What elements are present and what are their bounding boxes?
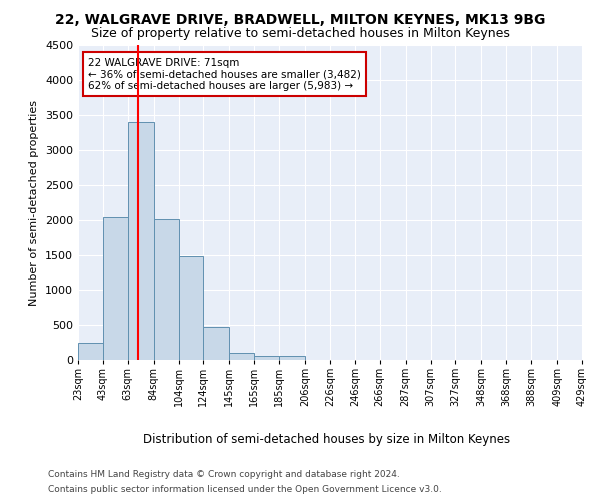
- Bar: [154, 218, 179, 360]
- Bar: [128, 122, 154, 360]
- Bar: [179, 256, 203, 360]
- Y-axis label: Number of semi-detached properties: Number of semi-detached properties: [29, 100, 40, 306]
- Bar: [78, 342, 103, 360]
- Text: Contains public sector information licensed under the Open Government Licence v3: Contains public sector information licen…: [48, 485, 442, 494]
- Bar: [229, 353, 254, 360]
- Text: Contains HM Land Registry data © Crown copyright and database right 2024.: Contains HM Land Registry data © Crown c…: [48, 470, 400, 479]
- Text: Size of property relative to semi-detached houses in Milton Keynes: Size of property relative to semi-detach…: [91, 28, 509, 40]
- Text: 22 WALGRAVE DRIVE: 71sqm
← 36% of semi-detached houses are smaller (3,482)
62% o: 22 WALGRAVE DRIVE: 71sqm ← 36% of semi-d…: [88, 58, 361, 91]
- Bar: [203, 327, 229, 360]
- Bar: [254, 356, 279, 360]
- Bar: [103, 216, 128, 360]
- Text: 22, WALGRAVE DRIVE, BRADWELL, MILTON KEYNES, MK13 9BG: 22, WALGRAVE DRIVE, BRADWELL, MILTON KEY…: [55, 12, 545, 26]
- Text: Distribution of semi-detached houses by size in Milton Keynes: Distribution of semi-detached houses by …: [143, 432, 511, 446]
- Bar: [279, 356, 305, 360]
